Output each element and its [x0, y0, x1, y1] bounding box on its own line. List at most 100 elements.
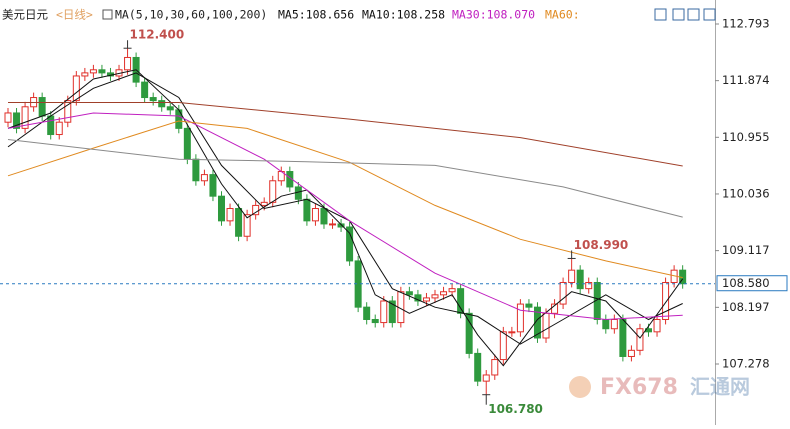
watermark: FX678 汇通网 [569, 375, 750, 400]
ma-line [7, 139, 683, 218]
candle-body [269, 180, 277, 203]
candle-body [81, 72, 89, 77]
candle-body [47, 115, 55, 136]
candle-body [602, 318, 610, 330]
candle-body [568, 269, 576, 283]
ma-line [7, 112, 683, 321]
candle-body [218, 195, 225, 222]
candle-body [457, 288, 465, 314]
candle-body [311, 208, 319, 222]
y-tick-label: 111.874 [722, 73, 770, 87]
candle-body [482, 374, 490, 382]
candle-body [38, 97, 46, 117]
candle-body [303, 198, 311, 222]
candle-body [192, 158, 200, 182]
candle-body [414, 294, 422, 302]
candle-body [89, 69, 97, 74]
candle-body [499, 331, 507, 361]
symbol: 美元日元 [2, 8, 48, 22]
candle-body [294, 186, 302, 200]
candle-body [141, 81, 149, 99]
y-tick-label: 110.955 [722, 130, 770, 144]
candle-body [260, 201, 268, 206]
candle-body [525, 303, 533, 308]
candle-body [440, 291, 448, 296]
candle-body [243, 214, 251, 237]
candle-body [320, 208, 328, 225]
candle-body [158, 100, 166, 108]
y-tick-label: 109.117 [722, 243, 770, 257]
candle-body [183, 127, 191, 160]
candle-body [474, 352, 482, 382]
candle-body [448, 288, 456, 293]
candle-body [653, 318, 661, 333]
candle-body [166, 106, 174, 111]
candle-body [380, 300, 388, 324]
last-price-box [716, 275, 788, 292]
candle-body [64, 100, 72, 123]
candle-body [610, 318, 618, 330]
candle-body [13, 112, 21, 129]
candle-body [55, 121, 63, 136]
candle-body [576, 269, 584, 290]
candle-body [72, 75, 80, 102]
candle-body [636, 328, 644, 351]
candle-body [388, 300, 396, 324]
tool-icon[interactable] [672, 8, 685, 21]
y-tick-label: 108.197 [722, 300, 770, 314]
candle-body [329, 223, 337, 226]
candle-body [619, 318, 627, 357]
candle-body [422, 297, 430, 302]
candle-body [662, 281, 670, 320]
candle-body [363, 306, 371, 320]
tool-icon[interactable] [703, 8, 716, 21]
candle-body [235, 208, 243, 237]
candle-body [542, 312, 550, 339]
candle-body [371, 318, 379, 324]
y-tick-label: 110.036 [722, 186, 770, 200]
candle-body [209, 174, 217, 197]
y-tick-label: 107.278 [722, 357, 770, 371]
tool-icon[interactable] [687, 8, 700, 21]
watermark-text: FX678 [600, 375, 678, 400]
annotation-label: 106.780 [488, 402, 543, 416]
legend-entry: MA30:108.070 [452, 8, 535, 22]
toolbar [654, 8, 716, 21]
candle-body [627, 349, 635, 357]
last-price-label: 108.580 [722, 276, 770, 290]
candle-body [200, 174, 208, 182]
indicator-icon[interactable] [102, 9, 113, 20]
candle-body [124, 56, 132, 71]
indicator: MA(5,10,30,60,100,200) [115, 8, 267, 22]
candle-body [98, 69, 106, 74]
legend-entry: MA10:108.258 [362, 8, 445, 22]
candle-body [21, 106, 29, 129]
candle-body [508, 331, 516, 334]
legend-entry: MA5:108.656 [278, 8, 354, 22]
candle-body [585, 281, 593, 290]
candle-body [559, 281, 567, 305]
legend-entry: MA60: [545, 8, 580, 22]
candle-body [491, 359, 499, 376]
candle-body [533, 306, 541, 339]
ma-line [8, 102, 683, 167]
ma-line [7, 120, 683, 279]
candle-body [551, 303, 559, 314]
watermark-logo [569, 376, 591, 398]
candle-body [226, 208, 234, 222]
candle-body [431, 294, 439, 299]
candle-body [465, 312, 473, 354]
candle-body [346, 226, 354, 262]
annotation-label: 112.400 [130, 28, 185, 42]
candle-body [4, 112, 12, 123]
candle-body [516, 303, 524, 333]
y-tick-label: 112.793 [722, 16, 770, 30]
candle-body [405, 291, 413, 296]
period[interactable]: <日线> [56, 8, 93, 22]
candle-body [149, 97, 157, 102]
tool-icon[interactable] [654, 8, 667, 21]
watermark-text: 汇通网 [690, 375, 750, 399]
